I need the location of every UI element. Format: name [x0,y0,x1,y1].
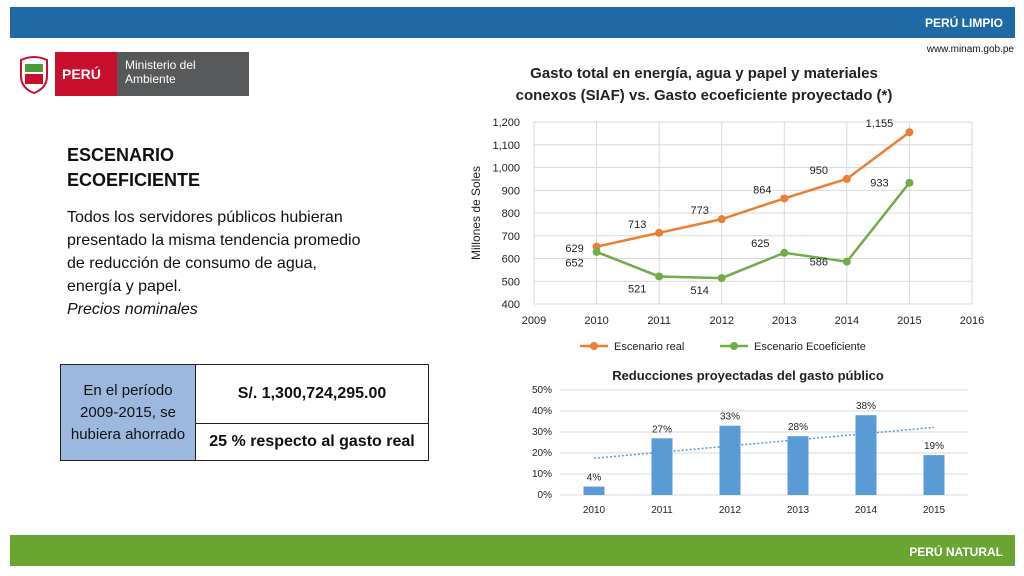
bar-y-tick-label: 10% [532,469,552,480]
data-point [905,128,914,137]
bar [583,486,605,495]
bar-category-label: 2012 [719,505,742,516]
line-chart: Gasto total en energía, agua y papel y m… [469,65,984,353]
bar-category-label: 2013 [787,505,810,516]
y-tick-label: 800 [502,208,520,220]
series-line [596,131,911,248]
data-label: 950 [810,165,828,177]
x-tick-label: 2016 [960,315,984,327]
data-point [780,248,789,257]
y-tick-label: 1,000 [492,163,520,175]
data-label: 864 [753,184,771,196]
top-banner: PERÚ LIMPIO [10,7,1015,38]
x-tick-label: 2012 [709,315,733,327]
data-label: 933 [870,178,888,190]
savings-table: En el período 2009-2015, se hubiera ahor… [60,364,429,461]
bar [787,436,809,495]
legend-label: Escenario Ecoeficiente [754,341,866,353]
legend-marker [730,342,738,350]
data-label: 713 [628,219,646,231]
bar-category-label: 2010 [583,505,606,516]
savings-percent: 25 % respecto al gasto real [195,423,429,461]
bar-category-label: 2015 [923,505,946,516]
x-tick-label: 2009 [522,315,546,327]
brand-peru-natural: PERÚ NATURAL [909,545,1003,559]
legend-label: Escenario real [614,341,684,353]
data-label: 773 [691,205,709,217]
coat-of-arms-icon [20,56,48,94]
bar-value-label: 4% [587,473,602,484]
data-point [655,272,664,281]
bar-y-tick-label: 0% [538,490,553,501]
bar-value-label: 27% [652,424,672,435]
y-tick-label: 900 [502,185,520,197]
data-label: 521 [628,283,646,295]
bar-y-tick-label: 40% [532,406,552,417]
brand-peru-limpio: PERÚ LIMPIO [924,16,1003,30]
y-tick-label: 500 [502,276,520,288]
bar-y-tick-label: 20% [532,448,552,459]
site-url[interactable]: www.minam.gob.pe [926,44,1014,55]
bar [923,455,945,495]
bar [651,438,673,495]
scenario-heading: ESCENARIO ECOEFICIENTE [67,145,201,190]
x-tick-label: 2013 [772,315,796,327]
legend-marker [590,342,598,350]
y-tick-label: 1,200 [492,117,520,129]
bar-chart-title: Reducciones proyectadas del gasto públic… [612,368,884,383]
data-point [905,178,914,187]
y-tick-label: 400 [502,299,520,311]
bar-value-label: 28% [788,422,808,433]
bar-value-label: 19% [924,441,944,452]
data-label: 652 [565,258,583,270]
line-chart-ylabel: Millones de Soles [469,166,483,260]
data-point [842,174,851,183]
data-point [655,228,664,237]
ministry-label: Ministerio del Ambiente [125,58,196,86]
bar-y-tick-label: 30% [532,427,552,438]
x-tick-label: 2011 [647,315,671,327]
series-line [596,181,911,280]
line-chart-title-line2: conexos (SIAF) vs. Gasto ecoeficiente pr… [516,87,893,104]
bar-y-tick-label: 50% [532,385,552,396]
x-tick-label: 2010 [584,315,608,327]
data-label: 625 [751,238,769,250]
data-point [842,257,851,266]
description-text: Todos los servidores públicos hubieran p… [67,209,361,295]
bar-category-label: 2014 [855,505,878,516]
bar-category-label: 2011 [651,505,673,516]
data-label: 586 [810,257,828,269]
bar [719,425,741,495]
peru-badge: PERÚ [55,52,117,96]
bar-value-label: 38% [856,401,876,412]
x-tick-label: 2014 [835,315,859,327]
bottom-banner: PERÚ NATURAL [10,535,1015,566]
bar-value-label: 33% [720,412,740,423]
ministry-logo: PERÚ Ministerio del Ambiente [15,52,249,96]
ministry-badge: Ministerio del Ambiente [117,52,249,96]
bar-chart: Reducciones proyectadas del gasto públic… [532,368,968,516]
data-label: 514 [691,285,709,297]
data-point [717,215,726,224]
data-point [717,274,726,283]
y-tick-label: 700 [502,231,520,243]
scenario-description: Todos los servidores públicos hubieran p… [67,206,367,321]
price-note: Precios nominales [67,301,198,318]
data-label: 629 [565,243,583,255]
x-tick-label: 2015 [897,315,921,327]
peru-label: PERÚ [62,66,101,82]
data-point [592,247,601,256]
data-label: 1,155 [866,118,894,130]
y-tick-label: 1,100 [492,140,520,152]
y-tick-label: 600 [502,254,520,266]
trendline [593,426,935,460]
savings-amount: S/. 1,300,724,295.00 [195,364,429,424]
line-chart-title-line1: Gasto total en energía, agua y papel y m… [530,65,878,82]
bar [855,415,877,495]
savings-period-label: En el período 2009-2015, se hubiera ahor… [60,364,196,461]
data-point [780,194,789,203]
